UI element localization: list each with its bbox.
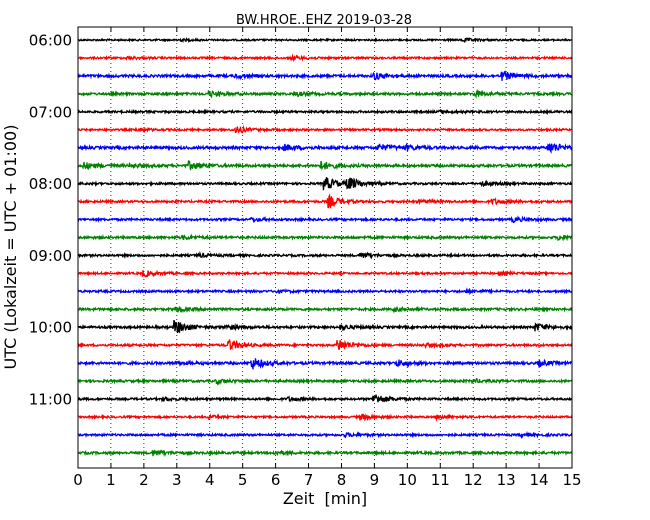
y-tick-label: 06:00 [29, 32, 72, 50]
x-tick-label: 11 [431, 471, 450, 489]
x-tick-label: 15 [562, 471, 581, 489]
trace-0900 [77, 250, 573, 260]
x-tick-label: 9 [370, 471, 380, 489]
trace-0815 [77, 193, 573, 209]
y-tick-label: 11:00 [29, 391, 72, 409]
x-tick-label: 14 [530, 471, 549, 489]
x-tick-label: 2 [139, 471, 149, 489]
trace-lines [77, 36, 573, 458]
grid-lines [110, 27, 540, 468]
trace-1030 [77, 358, 573, 370]
trace-0930 [77, 287, 573, 296]
trace-0630 [77, 70, 573, 81]
axis-ticks: 0 1 2 3 4 5 6 7 8 9 10 11 12 13 14 1506:0007:0008:0009:… [29, 27, 582, 489]
trace-1115 [77, 412, 573, 422]
trace-1000 [77, 319, 573, 334]
y-tick-label: 07:00 [29, 103, 72, 121]
trace-0845 [77, 233, 573, 242]
chart-title: BW.HROE..EHZ 2019-03-28 [236, 13, 412, 28]
x-tick-label: 12 [464, 471, 483, 489]
y-axis-label: UTC (Lokalzeit = UTC + 01:00) [1, 125, 20, 370]
trace-0730 [77, 142, 573, 154]
x-tick-label: 0 [73, 471, 83, 489]
x-tick-label: 8 [337, 471, 347, 489]
trace-1045 [77, 377, 573, 386]
plot-frame [77, 26, 573, 469]
x-tick-label: 4 [205, 471, 215, 489]
trace-0645 [77, 88, 573, 99]
x-tick-label: 3 [172, 471, 182, 489]
trace-0800 [77, 177, 573, 191]
x-tick-label: 5 [238, 471, 248, 489]
trace-0745 [77, 160, 573, 171]
trace-0715 [77, 124, 573, 134]
trace-0700 [77, 108, 573, 116]
trace-0600 [77, 36, 573, 44]
x-tick-label: 7 [304, 471, 314, 489]
x-tick-label: 10 [398, 471, 417, 489]
x-tick-label: 13 [497, 471, 516, 489]
trace-1015 [77, 339, 573, 351]
y-tick-label: 10:00 [29, 319, 72, 337]
trace-1100 [77, 394, 573, 403]
trace-0915 [77, 269, 573, 278]
trace-0615 [77, 53, 573, 63]
trace-0830 [77, 215, 573, 224]
x-tick-label: 6 [271, 471, 281, 489]
y-tick-label: 08:00 [29, 175, 72, 193]
x-tick-label: 1 [106, 471, 116, 489]
trace-1145 [77, 449, 573, 458]
trace-1130 [77, 430, 573, 440]
y-tick-label: 09:00 [29, 247, 72, 265]
trace-0945 [77, 305, 573, 314]
x-axis-label: Zeit [min] [283, 489, 367, 508]
